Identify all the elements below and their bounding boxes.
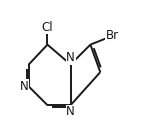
Text: Cl: Cl: [42, 21, 53, 34]
Text: Br: Br: [106, 29, 119, 42]
Text: N: N: [66, 105, 75, 118]
Text: N: N: [20, 80, 29, 93]
Text: N: N: [66, 51, 75, 64]
